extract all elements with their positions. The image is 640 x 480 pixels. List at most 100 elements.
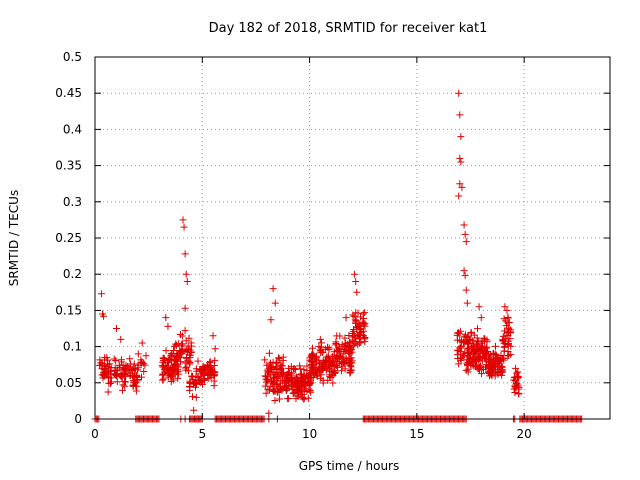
data-point [306, 354, 314, 362]
data-point [184, 348, 192, 356]
data-point [462, 366, 470, 374]
data-point [308, 344, 316, 352]
data-point [337, 353, 345, 361]
data-point [199, 380, 207, 388]
chart-title: Day 182 of 2018, SRMTID for receiver kat… [209, 21, 488, 36]
data-point [350, 327, 358, 335]
data-point [285, 395, 293, 403]
data-point [455, 360, 463, 368]
data-point [504, 348, 512, 356]
y-tick-label: 0.35 [55, 159, 82, 173]
data-point [477, 339, 485, 347]
y-tick-label: 0.2 [63, 267, 82, 281]
data-point [206, 358, 214, 366]
data-point [299, 380, 307, 388]
data-point [280, 369, 288, 377]
data-point [324, 376, 332, 384]
data-point [167, 378, 175, 386]
data-point [464, 349, 472, 357]
data-point [181, 304, 189, 312]
data-point [138, 339, 146, 347]
data-point [501, 335, 509, 343]
data-point [177, 350, 185, 358]
data-point [104, 363, 112, 371]
data-point [292, 373, 300, 381]
data-point [211, 356, 219, 364]
data-point [142, 352, 150, 360]
data-point [352, 324, 360, 332]
data-point [471, 347, 479, 355]
data-point [261, 356, 269, 364]
data-point [500, 315, 508, 323]
data-point [458, 183, 466, 191]
data-point [263, 378, 271, 386]
data-point [463, 362, 471, 370]
data-point [312, 352, 320, 360]
x-tick-label: 0 [91, 427, 99, 441]
data-point [303, 362, 311, 370]
data-point [347, 363, 355, 371]
data-point [466, 337, 474, 345]
data-point [504, 319, 512, 327]
data-point [192, 372, 200, 380]
data-point [177, 340, 185, 348]
data-point [298, 370, 306, 378]
data-point [267, 316, 275, 324]
data-point [264, 377, 272, 385]
data-point [491, 342, 499, 350]
data-point [185, 367, 193, 375]
data-point [317, 347, 325, 355]
data-point [491, 362, 499, 370]
data-point [325, 344, 333, 352]
data-point [359, 310, 367, 318]
data-point [463, 299, 471, 307]
data-point [500, 356, 508, 364]
data-point [288, 386, 296, 394]
data-point [504, 341, 512, 349]
data-point [274, 375, 282, 383]
data-point [287, 363, 295, 371]
data-point [287, 378, 295, 386]
data-point [137, 356, 145, 364]
data-point [321, 345, 329, 353]
data-point [170, 367, 178, 375]
data-point [460, 267, 468, 275]
data-point [273, 381, 281, 389]
data-point [467, 328, 475, 336]
data-point [307, 371, 315, 379]
data-point [500, 327, 508, 335]
data-point [274, 354, 282, 362]
data-point [359, 318, 367, 326]
data-point [332, 338, 340, 346]
data-point [294, 387, 302, 395]
data-point [323, 353, 331, 361]
data-point [264, 365, 272, 373]
axis-ticks [94, 56, 610, 420]
data-point [462, 238, 470, 246]
data-point [126, 355, 134, 363]
data-point [361, 309, 369, 317]
data-point [306, 380, 314, 388]
data-point [265, 349, 273, 357]
data-point [514, 368, 522, 376]
data-point [167, 351, 175, 359]
data-point [182, 270, 190, 278]
data-point [313, 367, 321, 375]
data-point [289, 390, 297, 398]
data-point [111, 366, 119, 374]
data-point [483, 338, 491, 346]
data-point [333, 361, 341, 369]
x-axis-label: GPS time / hours [299, 459, 400, 473]
data-point [457, 355, 465, 363]
data-point [340, 348, 348, 356]
data-point [110, 355, 118, 363]
data-point [132, 382, 140, 390]
data-point [485, 369, 493, 377]
y-tick-label: 0.15 [55, 303, 82, 317]
data-point [300, 385, 308, 393]
data-point [133, 372, 141, 380]
data-point [306, 387, 314, 395]
data-point [322, 358, 330, 366]
data-point [164, 322, 172, 330]
data-point [331, 368, 339, 376]
